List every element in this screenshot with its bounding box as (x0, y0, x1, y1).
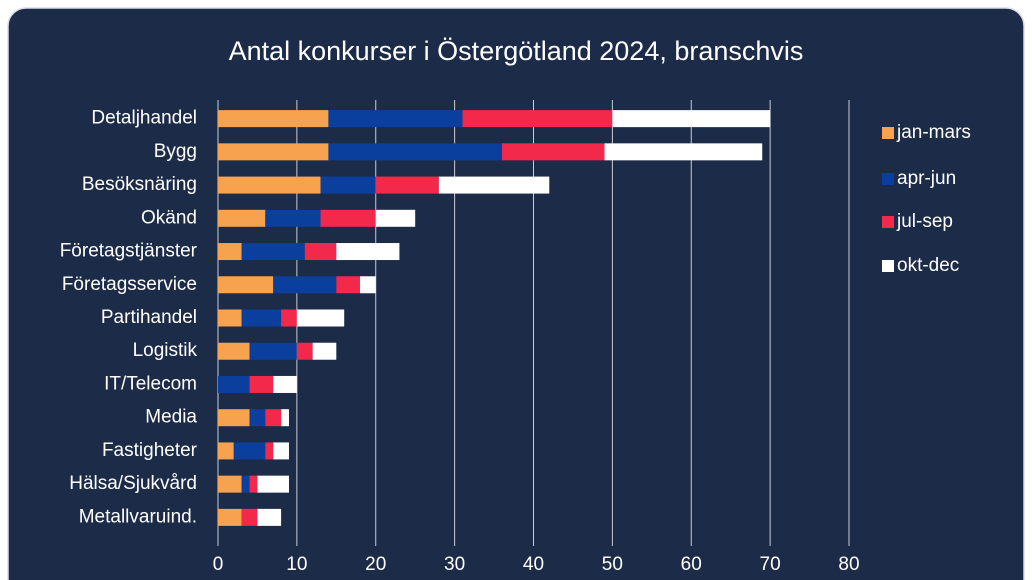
bar-segment (218, 243, 242, 261)
x-tick-label: 50 (602, 554, 623, 575)
y-tick-label: Okänd (141, 207, 197, 228)
bar-segment (304, 243, 337, 261)
bar-segment (218, 110, 329, 128)
bar-segment (375, 176, 439, 194)
bar-segment (273, 442, 289, 460)
bar-segment (281, 309, 297, 327)
bar-segment (218, 276, 274, 294)
bar-segment (257, 475, 289, 493)
x-tick-label: 60 (681, 554, 702, 575)
bar-segment (218, 409, 250, 427)
bar-segment (312, 342, 337, 360)
bar-segment (257, 508, 282, 526)
bar-segment (265, 209, 321, 227)
bar-segment (462, 110, 613, 128)
y-tick-label: Besöksnäring (82, 174, 197, 195)
legend-label: okt-dec (897, 255, 959, 276)
bar-segment (218, 475, 242, 493)
y-tick-label: Partihandel (101, 307, 197, 328)
legend-label: jul-sep (896, 211, 953, 232)
y-tick-label: Företagstjänster (60, 241, 198, 262)
bar-segment (241, 475, 250, 493)
legend-swatch (882, 216, 894, 228)
x-tick-label: 20 (365, 554, 386, 575)
bar-segment (501, 143, 605, 161)
y-tick-label: Detaljhandel (91, 108, 197, 129)
bar-segment (336, 276, 360, 294)
bar-segment (273, 276, 337, 294)
bar-segment (241, 309, 282, 327)
y-tick-label: Fastigheter (102, 440, 198, 461)
bar-segment (296, 342, 313, 360)
bar-segment (328, 143, 502, 161)
x-tick-label: 70 (760, 554, 781, 575)
bar-segment (273, 375, 297, 393)
x-tick-label: 80 (838, 554, 859, 575)
legend-swatch (882, 260, 894, 272)
x-tick-label: 0 (213, 554, 224, 575)
bar-segment (438, 176, 550, 194)
bar-segment (359, 276, 376, 294)
chart-title: Antal konkurser i Östergötland 2024, bra… (229, 36, 804, 66)
bar-segment (612, 110, 771, 128)
x-tick-label: 40 (523, 554, 544, 575)
bar-segment (249, 342, 297, 360)
bar-segment (249, 475, 258, 493)
bar-segment (241, 508, 258, 526)
bar-segment (249, 375, 274, 393)
y-tick-label: Hälsa/Sjukvård (69, 473, 197, 494)
bar-segment (218, 209, 266, 227)
bar-segment (249, 409, 266, 427)
bar-segment (233, 442, 266, 460)
y-tick-label: Bygg (154, 141, 197, 162)
bar-segment (375, 209, 416, 227)
x-tick-label: 10 (286, 554, 307, 575)
bar-segment (265, 409, 282, 427)
bar-segment (328, 110, 463, 128)
bar-segment (296, 309, 345, 327)
legend-swatch (882, 173, 894, 185)
bar-segment (604, 143, 763, 161)
y-tick-label: Logistik (133, 340, 198, 361)
bar-segment (218, 309, 242, 327)
bar-segment (281, 409, 289, 427)
x-tick-label: 30 (444, 554, 465, 575)
legend-swatch (882, 127, 894, 139)
bar-segment (218, 342, 250, 360)
bar-segment (218, 143, 329, 161)
bar-segment (218, 375, 250, 393)
bar-segment (218, 176, 321, 194)
y-tick-label: Media (145, 407, 197, 428)
bar-segment (218, 508, 242, 526)
bar-segment (218, 442, 234, 460)
y-tick-label: Företagsservice (62, 274, 197, 295)
bar-segment (265, 442, 274, 460)
y-tick-label: Metallvaruind. (79, 506, 197, 527)
bar-segment (336, 243, 400, 261)
y-tick-label: IT/Telecom (104, 373, 197, 394)
legend-label: apr-jun (897, 168, 956, 189)
bar-segment (241, 243, 305, 261)
legend-label: jan-mars (896, 122, 971, 143)
bar-segment (320, 209, 376, 227)
bar-segment (320, 176, 376, 194)
